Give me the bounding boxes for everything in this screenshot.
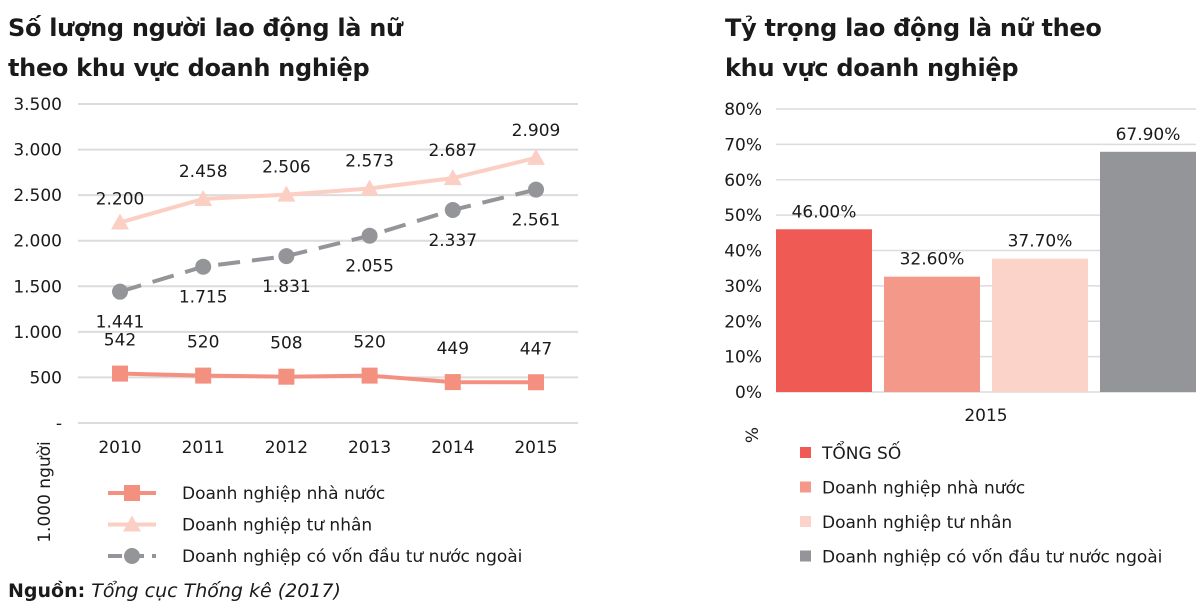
y-tick-label: 70% <box>724 135 762 155</box>
x-axis-label: 2015 <box>964 406 1007 426</box>
data-label: 1.441 <box>96 313 145 333</box>
data-label: 449 <box>437 339 469 359</box>
data-point-0 <box>278 368 295 385</box>
source-label: Nguồn: <box>8 580 86 602</box>
x-tick-label: 2011 <box>182 438 225 458</box>
y-tick-label: 50% <box>724 206 762 226</box>
legend-label: Doanh nghiệp có vốn đầu tư nước ngoài <box>822 547 1162 568</box>
bar-1 <box>884 276 980 392</box>
data-label: 520 <box>187 333 219 353</box>
data-point-0 <box>112 365 128 382</box>
y-tick-label: 1.000 <box>13 323 62 343</box>
legend-label: Doanh nghiệp tư nhân <box>822 513 1012 533</box>
y-tick-label: 20% <box>724 312 762 332</box>
source-note: Nguồn: Tổng cục Thống kê (2017) <box>8 580 341 602</box>
data-label: 2.055 <box>345 257 394 277</box>
data-point-2 <box>361 227 378 244</box>
y-tick-label: 0% <box>735 383 762 403</box>
legend-label: Doanh nghiệp nhà nước <box>182 484 385 504</box>
data-label: 2.561 <box>512 211 561 231</box>
data-label: 2.687 <box>428 141 477 161</box>
data-point-1 <box>111 213 129 230</box>
data-point-0 <box>444 374 461 391</box>
x-tick-label: 2012 <box>265 438 308 458</box>
y-tick-label: 2.500 <box>13 186 62 206</box>
y-axis-label: % <box>743 427 763 443</box>
data-point-2 <box>444 201 461 218</box>
data-point-0 <box>195 367 212 384</box>
series-line-2 <box>119 187 537 294</box>
legend-label: TỔNG SỐ <box>821 440 901 464</box>
data-point-2 <box>195 258 212 275</box>
legend-swatch <box>800 447 811 458</box>
data-point-2 <box>278 248 295 265</box>
data-label: 2.573 <box>345 151 394 171</box>
data-point-0 <box>361 367 378 384</box>
y-tick-label: - <box>56 414 62 434</box>
legend-label: Doanh nghiệp nhà nước <box>822 479 1025 499</box>
y-tick-label: 10% <box>724 348 762 368</box>
x-tick-label: 2015 <box>514 438 557 458</box>
bar-2 <box>992 258 1088 392</box>
left-chart-title: Số lượng người lao động là nữ theo khu v… <box>8 8 403 88</box>
legend-swatch <box>800 481 811 493</box>
legend-swatch <box>800 516 811 527</box>
y-tick-label: 2.000 <box>13 232 62 252</box>
legend-marker <box>124 485 140 501</box>
legend-label: Doanh nghiệp có vốn đầu tư nước ngoài <box>182 546 522 567</box>
data-point-1 <box>277 185 296 202</box>
left-title-line-1: Số lượng người lao động là nữ <box>8 14 403 42</box>
data-label: 37.70% <box>1008 232 1073 252</box>
data-point-1 <box>527 148 545 165</box>
source-text: Tổng cục Thống kê (2017) <box>91 580 341 602</box>
right-title-line-2: khu vực doanh nghiệp <box>725 54 1019 82</box>
data-point-1 <box>360 179 379 196</box>
series-line-0 <box>119 371 537 385</box>
data-label: 67.90% <box>1116 125 1181 145</box>
legend-marker <box>124 548 140 564</box>
data-label: 542 <box>104 331 136 351</box>
data-point-1 <box>443 169 462 186</box>
right-chart-title: Tỷ trọng lao động là nữ theo khu vực doa… <box>725 8 1102 88</box>
data-label: 520 <box>353 333 385 353</box>
data-point-0 <box>528 374 544 391</box>
data-label: 46.00% <box>792 202 857 222</box>
y-tick-label: 40% <box>724 242 762 262</box>
data-label: 2.909 <box>512 121 561 141</box>
data-point-2 <box>528 181 544 198</box>
bar-3 <box>1100 151 1196 392</box>
x-tick-label: 2014 <box>431 438 474 458</box>
bar-0 <box>776 229 872 392</box>
y-axis-label: 1.000 người <box>35 441 55 543</box>
data-label: 1.831 <box>262 277 311 297</box>
y-tick-label: 80% <box>724 100 762 120</box>
data-label: 1.715 <box>179 288 228 308</box>
y-tick-label: 30% <box>724 277 762 297</box>
legend-swatch <box>800 550 811 562</box>
series-line-1 <box>119 155 537 225</box>
legend-marker <box>123 515 141 532</box>
left-title-line-2: theo khu vực doanh nghiệp <box>8 54 370 82</box>
right-title-line-1: Tỷ trọng lao động là nữ theo <box>725 14 1102 42</box>
x-tick-label: 2013 <box>348 438 391 458</box>
y-tick-label: 3.500 <box>13 95 62 115</box>
legend-label: Doanh nghiệp tư nhân <box>182 516 372 536</box>
y-tick-label: 1.500 <box>13 277 62 297</box>
data-label: 2.506 <box>262 158 311 178</box>
y-tick-label: 60% <box>724 171 762 191</box>
y-tick-label: 500 <box>30 368 62 388</box>
y-tick-label: 3.000 <box>13 141 62 161</box>
data-label: 32.60% <box>900 250 965 270</box>
data-label: 2.458 <box>179 162 228 182</box>
data-point-1 <box>194 189 213 206</box>
data-label: 508 <box>270 334 302 354</box>
data-point-2 <box>112 283 128 300</box>
data-label: 2.200 <box>96 189 145 209</box>
x-tick-label: 2010 <box>98 438 141 458</box>
data-label: 2.337 <box>428 231 477 251</box>
data-label: 447 <box>520 339 552 359</box>
